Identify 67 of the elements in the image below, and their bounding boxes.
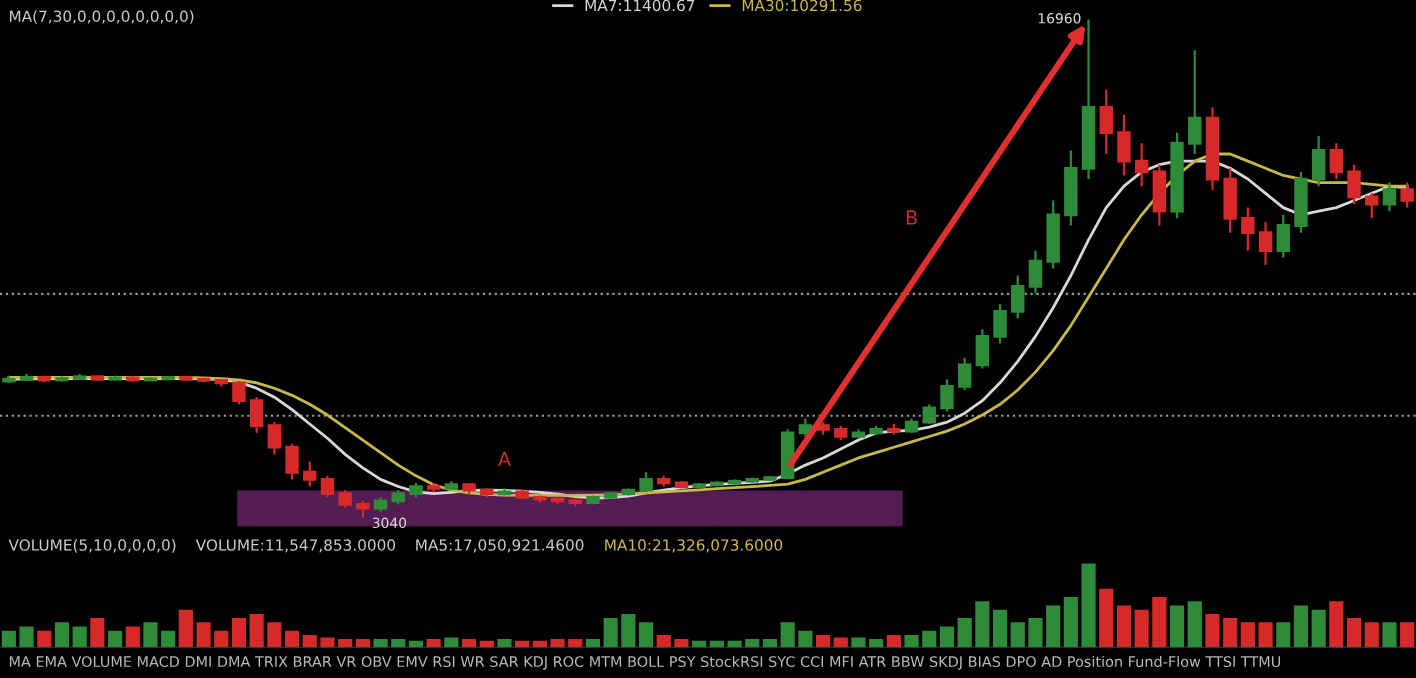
bar bbox=[1276, 622, 1291, 648]
bar bbox=[585, 639, 601, 648]
candlestick bbox=[267, 421, 282, 456]
bar bbox=[444, 637, 459, 648]
candlestick bbox=[1099, 88, 1113, 156]
bar bbox=[1099, 588, 1114, 648]
candlestick bbox=[303, 460, 317, 488]
bar bbox=[1400, 622, 1415, 648]
bar bbox=[1346, 618, 1362, 648]
candlestick bbox=[922, 403, 936, 426]
bar bbox=[1311, 609, 1326, 648]
bar bbox=[1329, 601, 1344, 648]
candlestick bbox=[1117, 113, 1131, 177]
candlestick bbox=[232, 379, 246, 406]
bar bbox=[461, 639, 477, 648]
candlestick bbox=[1329, 142, 1344, 181]
bar bbox=[231, 618, 247, 648]
candlestick bbox=[1294, 170, 1308, 234]
bar bbox=[815, 634, 831, 648]
bar bbox=[939, 626, 955, 648]
candlestick bbox=[1258, 220, 1273, 266]
bar bbox=[37, 630, 52, 648]
bar bbox=[833, 637, 848, 648]
candlestick bbox=[1382, 181, 1397, 213]
bar bbox=[1293, 605, 1309, 648]
candlestick bbox=[1046, 199, 1060, 270]
candlestick bbox=[1064, 149, 1078, 227]
bar bbox=[54, 622, 70, 648]
candlestick bbox=[1241, 206, 1255, 252]
bar bbox=[107, 630, 123, 648]
candlestick bbox=[285, 442, 299, 481]
bar bbox=[1169, 605, 1185, 648]
candlestick bbox=[1365, 192, 1379, 220]
bar bbox=[426, 639, 441, 648]
bar bbox=[90, 618, 105, 648]
bar bbox=[355, 639, 370, 648]
annotation: B bbox=[906, 210, 917, 225]
candlestick bbox=[1347, 163, 1361, 206]
candlestick bbox=[1188, 49, 1202, 156]
candlestick bbox=[1223, 167, 1237, 234]
bar bbox=[762, 639, 778, 648]
candlestick bbox=[975, 328, 990, 370]
candlestick bbox=[639, 471, 653, 494]
candlestick bbox=[320, 474, 335, 499]
bar bbox=[72, 626, 87, 648]
candlestick bbox=[957, 356, 972, 392]
candlestick bbox=[940, 378, 954, 413]
bar bbox=[125, 626, 140, 648]
bar bbox=[1116, 605, 1132, 648]
candlestick bbox=[993, 303, 1007, 345]
candlestick bbox=[1276, 213, 1290, 259]
candlestick bbox=[1311, 135, 1326, 188]
bar bbox=[497, 639, 512, 648]
bar bbox=[1382, 622, 1397, 648]
bar bbox=[992, 609, 1008, 648]
bar bbox=[1187, 601, 1202, 648]
annotation: A bbox=[497, 451, 511, 466]
candlestick bbox=[1152, 163, 1167, 227]
candlestick bbox=[1400, 181, 1414, 209]
bar bbox=[284, 630, 300, 648]
bar bbox=[638, 622, 654, 648]
candlestick bbox=[1134, 142, 1149, 188]
bar bbox=[886, 634, 901, 648]
candlestick bbox=[249, 396, 264, 435]
candlestick bbox=[1011, 274, 1025, 320]
bar bbox=[1364, 622, 1379, 648]
candlestick bbox=[1028, 249, 1043, 295]
